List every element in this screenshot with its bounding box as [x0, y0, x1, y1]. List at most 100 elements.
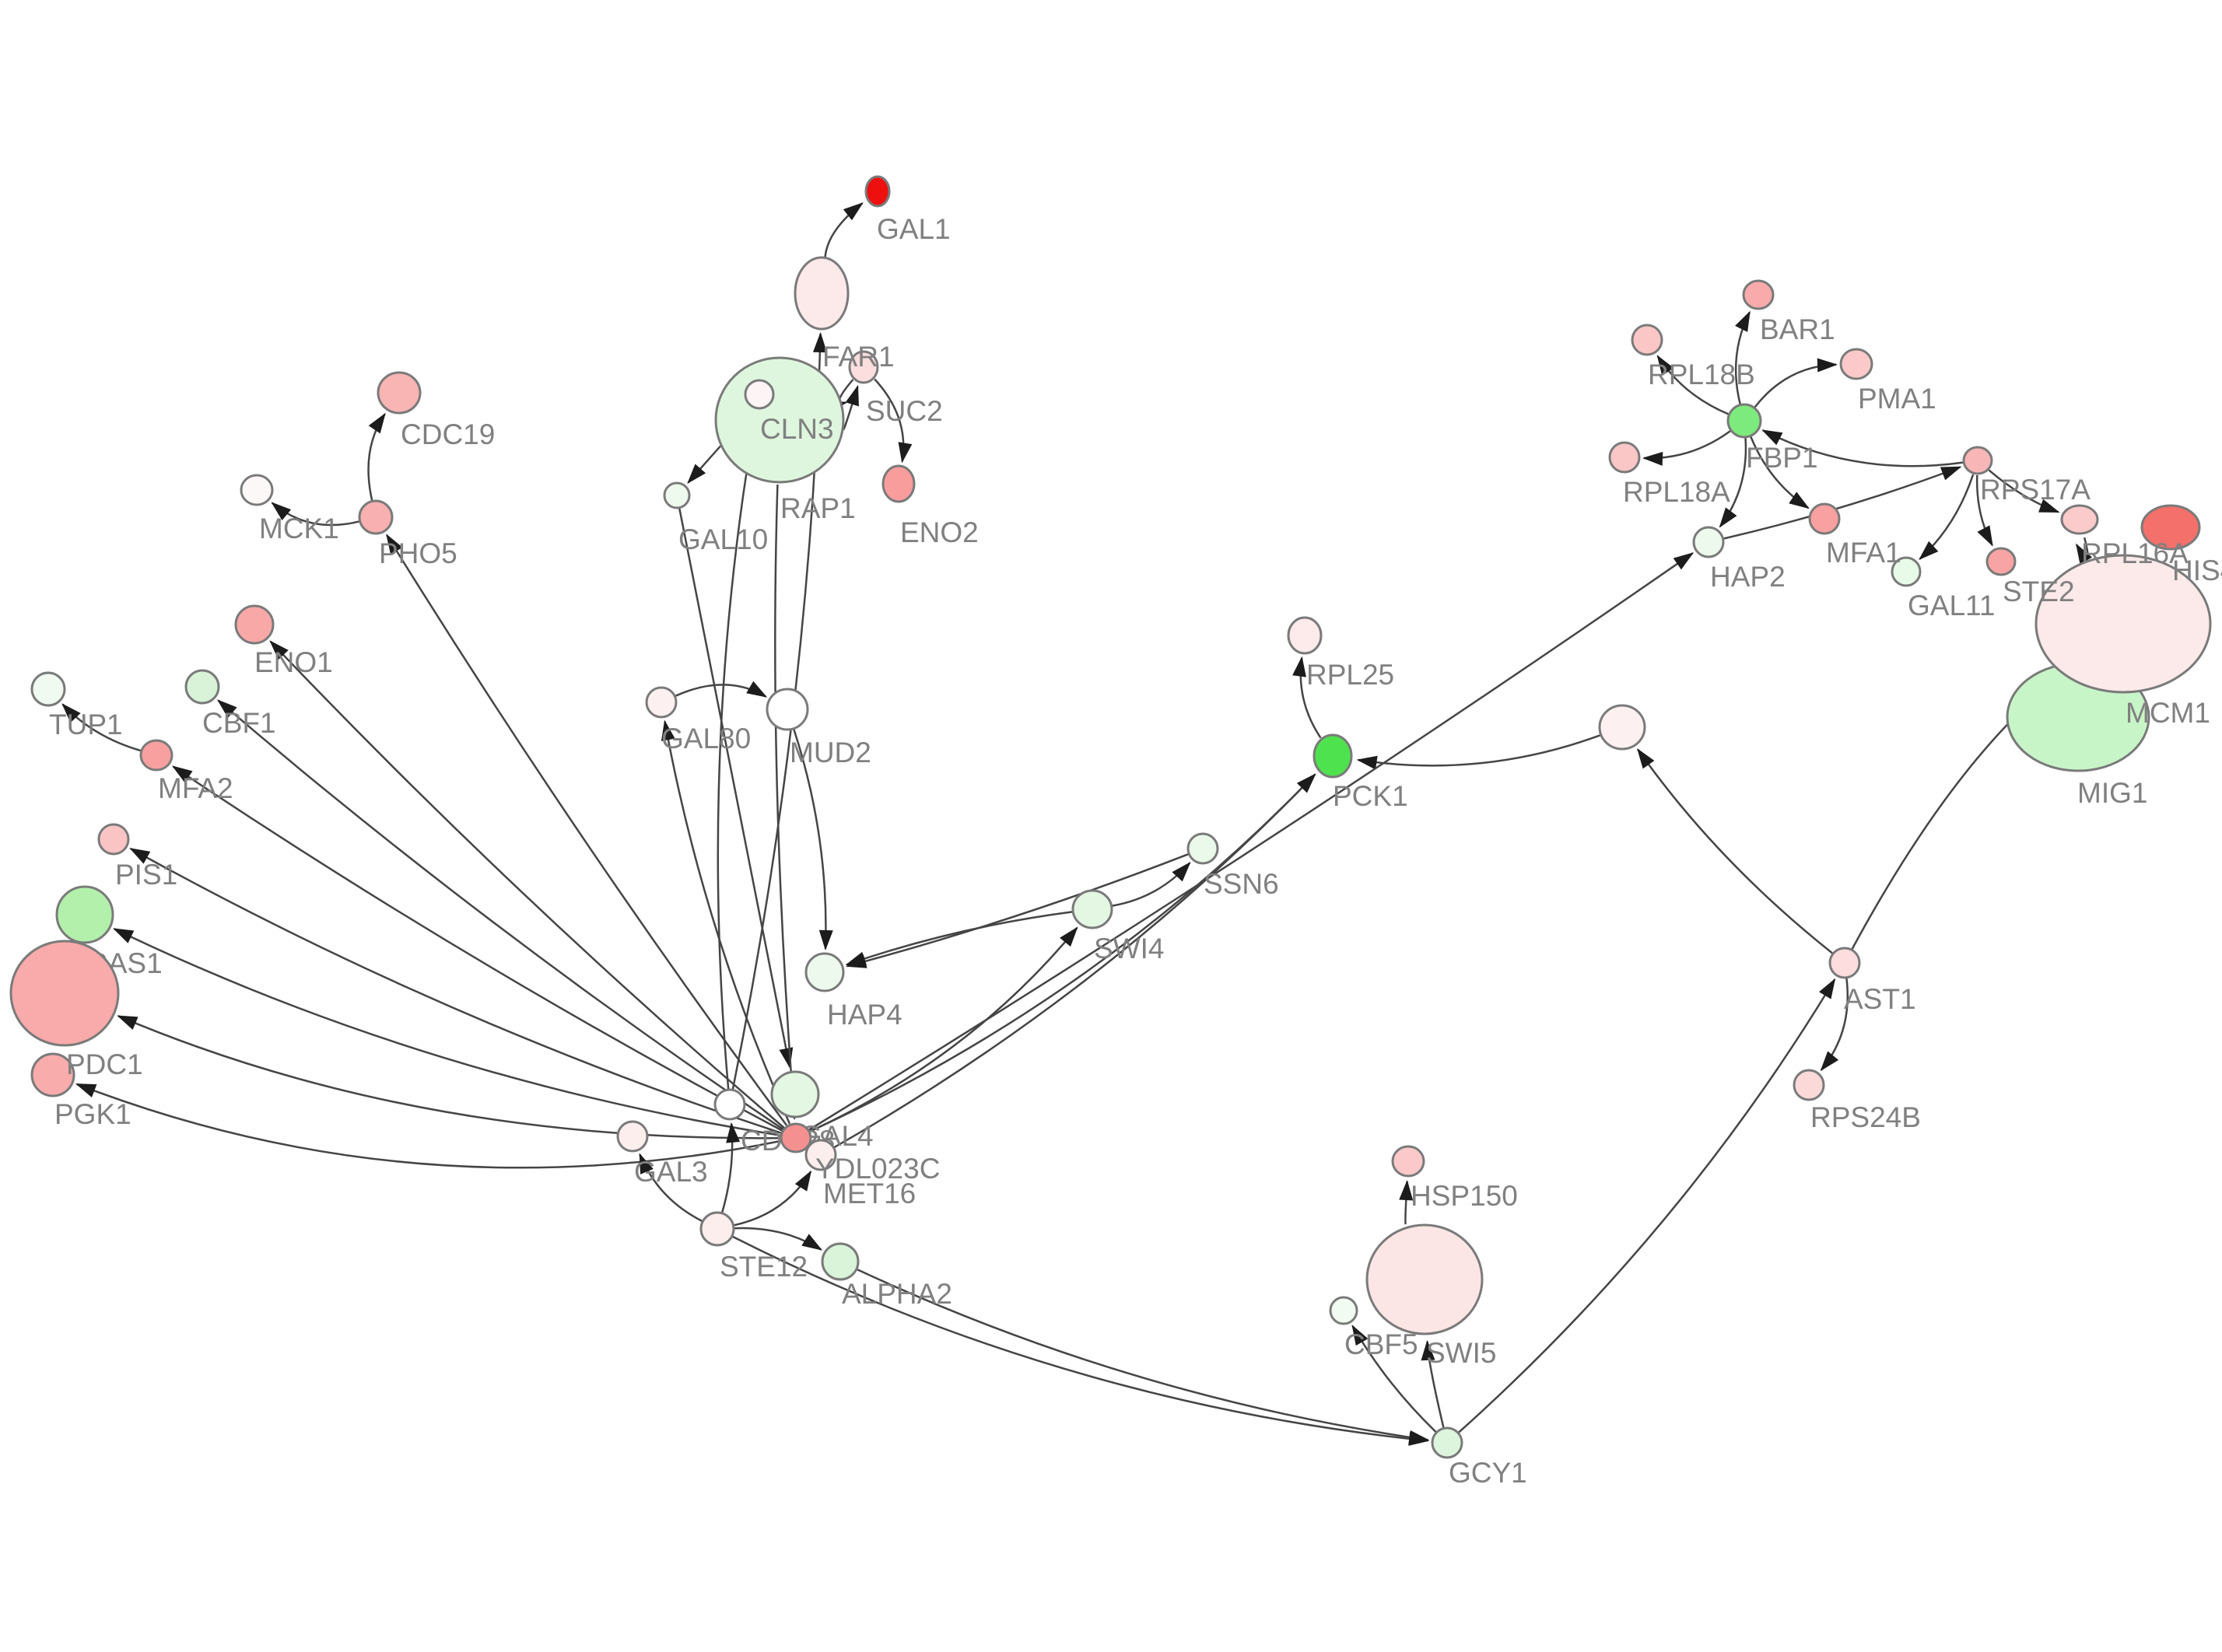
- node-tup1[interactable]: [30, 671, 66, 707]
- edge-fbp1-rpl18b[interactable]: [1656, 355, 1730, 415]
- node-pgk1[interactable]: [30, 1052, 75, 1097]
- edge-gcy1-ast1[interactable]: [1458, 978, 1836, 1433]
- node-ydl023c[interactable]: [780, 1122, 812, 1153]
- edge-fbp1-rpl18a[interactable]: [1642, 429, 1731, 466]
- node-cdc19[interactable]: [377, 371, 422, 415]
- edge-swi4-ssn6[interactable]: [1112, 862, 1191, 907]
- edge-swi4-hap4[interactable]: [845, 911, 1073, 966]
- node-gal80[interactable]: [645, 686, 678, 719]
- node-cdc28[interactable]: [713, 1088, 746, 1121]
- node-gal11[interactable]: [1891, 556, 1922, 587]
- edge-mfa2-tup1[interactable]: [61, 703, 142, 752]
- edge-ydl023c-hap2[interactable]: [808, 552, 1695, 1131]
- edge-ydl023c-ras1[interactable]: [112, 928, 781, 1137]
- edge-ydl023c-cbf1[interactable]: [216, 699, 784, 1130]
- edge-fbp1-hap2[interactable]: [1719, 437, 1747, 528]
- node-bar1[interactable]: [1742, 279, 1775, 310]
- edge-mud2-hap4[interactable]: [793, 729, 833, 950]
- edge-ydl023c-pdc1[interactable]: [117, 1015, 781, 1139]
- node-suc2[interactable]: [848, 350, 879, 384]
- node-pdc1[interactable]: [9, 940, 120, 1047]
- node-his4[interactable]: [2140, 504, 2201, 551]
- edge-ast1-unnamed[interactable]: [1637, 747, 1834, 954]
- node-alpha2[interactable]: [821, 1242, 860, 1281]
- edge-rpl16a-mcm1[interactable]: [2076, 537, 2093, 565]
- edge-ste12-alpha2[interactable]: [734, 1227, 823, 1251]
- edge-suc2-eno2[interactable]: [874, 378, 913, 464]
- edge-ydl023c-pis1[interactable]: [129, 848, 782, 1134]
- node-rpl18a[interactable]: [1608, 441, 1641, 474]
- edge-suc2-rap1[interactable]: [825, 379, 854, 415]
- node-eno2[interactable]: [881, 464, 916, 503]
- node-unnamed[interactable]: [1598, 704, 1646, 751]
- node-ste2[interactable]: [1985, 547, 2017, 576]
- edge-ast1-rps24b[interactable]: [1820, 978, 1849, 1072]
- edge-ste12-gcy1[interactable]: [732, 1235, 1430, 1446]
- edge-ydl023c-mfa2[interactable]: [171, 765, 783, 1132]
- edge-rps17a-fbp1[interactable]: [1761, 429, 1964, 467]
- node-gcy1[interactable]: [1431, 1426, 1463, 1459]
- node-pck1[interactable]: [1313, 733, 1353, 779]
- node-gal1[interactable]: [864, 175, 891, 208]
- node-gal10[interactable]: [663, 481, 691, 509]
- node-ssn6[interactable]: [1186, 832, 1219, 865]
- edge-rap1-ydl023c[interactable]: [774, 484, 801, 1121]
- node-rps24b[interactable]: [1793, 1069, 1825, 1101]
- edge-met16-pck1[interactable]: [833, 773, 1316, 1149]
- node-gal3[interactable]: [616, 1120, 649, 1153]
- edge-pho5-mck1[interactable]: [271, 502, 360, 527]
- edge-rps17a-rpl16a[interactable]: [1988, 469, 2060, 513]
- node-ste12[interactable]: [699, 1211, 735, 1247]
- node-cbf5[interactable]: [1329, 1296, 1358, 1325]
- edge-rps17a-ste2[interactable]: [1975, 474, 1993, 547]
- node-met16[interactable]: [804, 1139, 837, 1171]
- node-rps17a[interactable]: [1962, 446, 1993, 475]
- edge-fbp1-mfa1[interactable]: [1750, 436, 1810, 509]
- node-mfa2[interactable]: [139, 739, 173, 772]
- edge-ste12-cdc28[interactable]: [720, 1122, 741, 1213]
- edge-ydl023c-pho5[interactable]: [386, 534, 788, 1126]
- node-hsp150[interactable]: [1391, 1145, 1425, 1178]
- edge-rps17a-gal11[interactable]: [1919, 474, 1975, 561]
- node-pma1[interactable]: [1839, 348, 1873, 380]
- edge-hap2-rps17a[interactable]: [1723, 466, 1962, 540]
- edge-gcy1-cbf5[interactable]: [1351, 1325, 1437, 1433]
- node-ast1[interactable]: [1828, 947, 1861, 979]
- edge-alpha2-gcy1[interactable]: [857, 1268, 1430, 1444]
- edge-swi5-hsp150[interactable]: [1399, 1180, 1414, 1225]
- node-swi4[interactable]: [1071, 889, 1113, 929]
- node-gal4[interactable]: [770, 1070, 820, 1118]
- edge-cdc28-cln3[interactable]: [717, 411, 760, 1090]
- node-cbf1[interactable]: [184, 669, 220, 705]
- node-pis1[interactable]: [97, 823, 130, 856]
- edge-rap1-gal10[interactable]: [687, 445, 721, 485]
- node-mfa1[interactable]: [1808, 502, 1841, 535]
- edge-ydl023c-gal80[interactable]: [661, 719, 791, 1125]
- edge-pho5-cdc19[interactable]: [367, 412, 386, 501]
- edge-rap1-suc2[interactable]: [842, 384, 859, 431]
- node-far1[interactable]: [794, 256, 850, 331]
- node-cln3[interactable]: [744, 379, 775, 410]
- edge-gal10-gal4[interactable]: [678, 508, 794, 1069]
- edge-gal80-mud2[interactable]: [675, 681, 768, 698]
- node-ras1[interactable]: [55, 885, 114, 944]
- edge-far1-gal1[interactable]: [824, 202, 864, 257]
- node-mcm1[interactable]: [2034, 554, 2212, 694]
- edge-ste12-gal3[interactable]: [639, 1153, 703, 1223]
- node-hap2[interactable]: [1692, 526, 1725, 558]
- node-hap4[interactable]: [804, 952, 845, 992]
- edge-pck1-rpl25[interactable]: [1292, 656, 1322, 739]
- edge-ydl023c-pgk1[interactable]: [75, 1083, 781, 1169]
- edge-ydl023c-eno1[interactable]: [269, 640, 785, 1129]
- node-mck1[interactable]: [240, 474, 274, 506]
- edge-unnamed-pck1[interactable]: [1356, 734, 1601, 770]
- node-pho5[interactable]: [358, 499, 394, 535]
- node-mud2[interactable]: [766, 688, 809, 731]
- edge-ssn6-hap4[interactable]: [846, 853, 1189, 968]
- edge-fbp1-bar1[interactable]: [1734, 310, 1751, 404]
- node-rpl18b[interactable]: [1631, 324, 1663, 356]
- edge-fbp1-pma1[interactable]: [1754, 358, 1838, 408]
- node-eno1[interactable]: [234, 604, 275, 645]
- node-rpl25[interactable]: [1287, 616, 1323, 655]
- node-fbp1[interactable]: [1726, 403, 1762, 439]
